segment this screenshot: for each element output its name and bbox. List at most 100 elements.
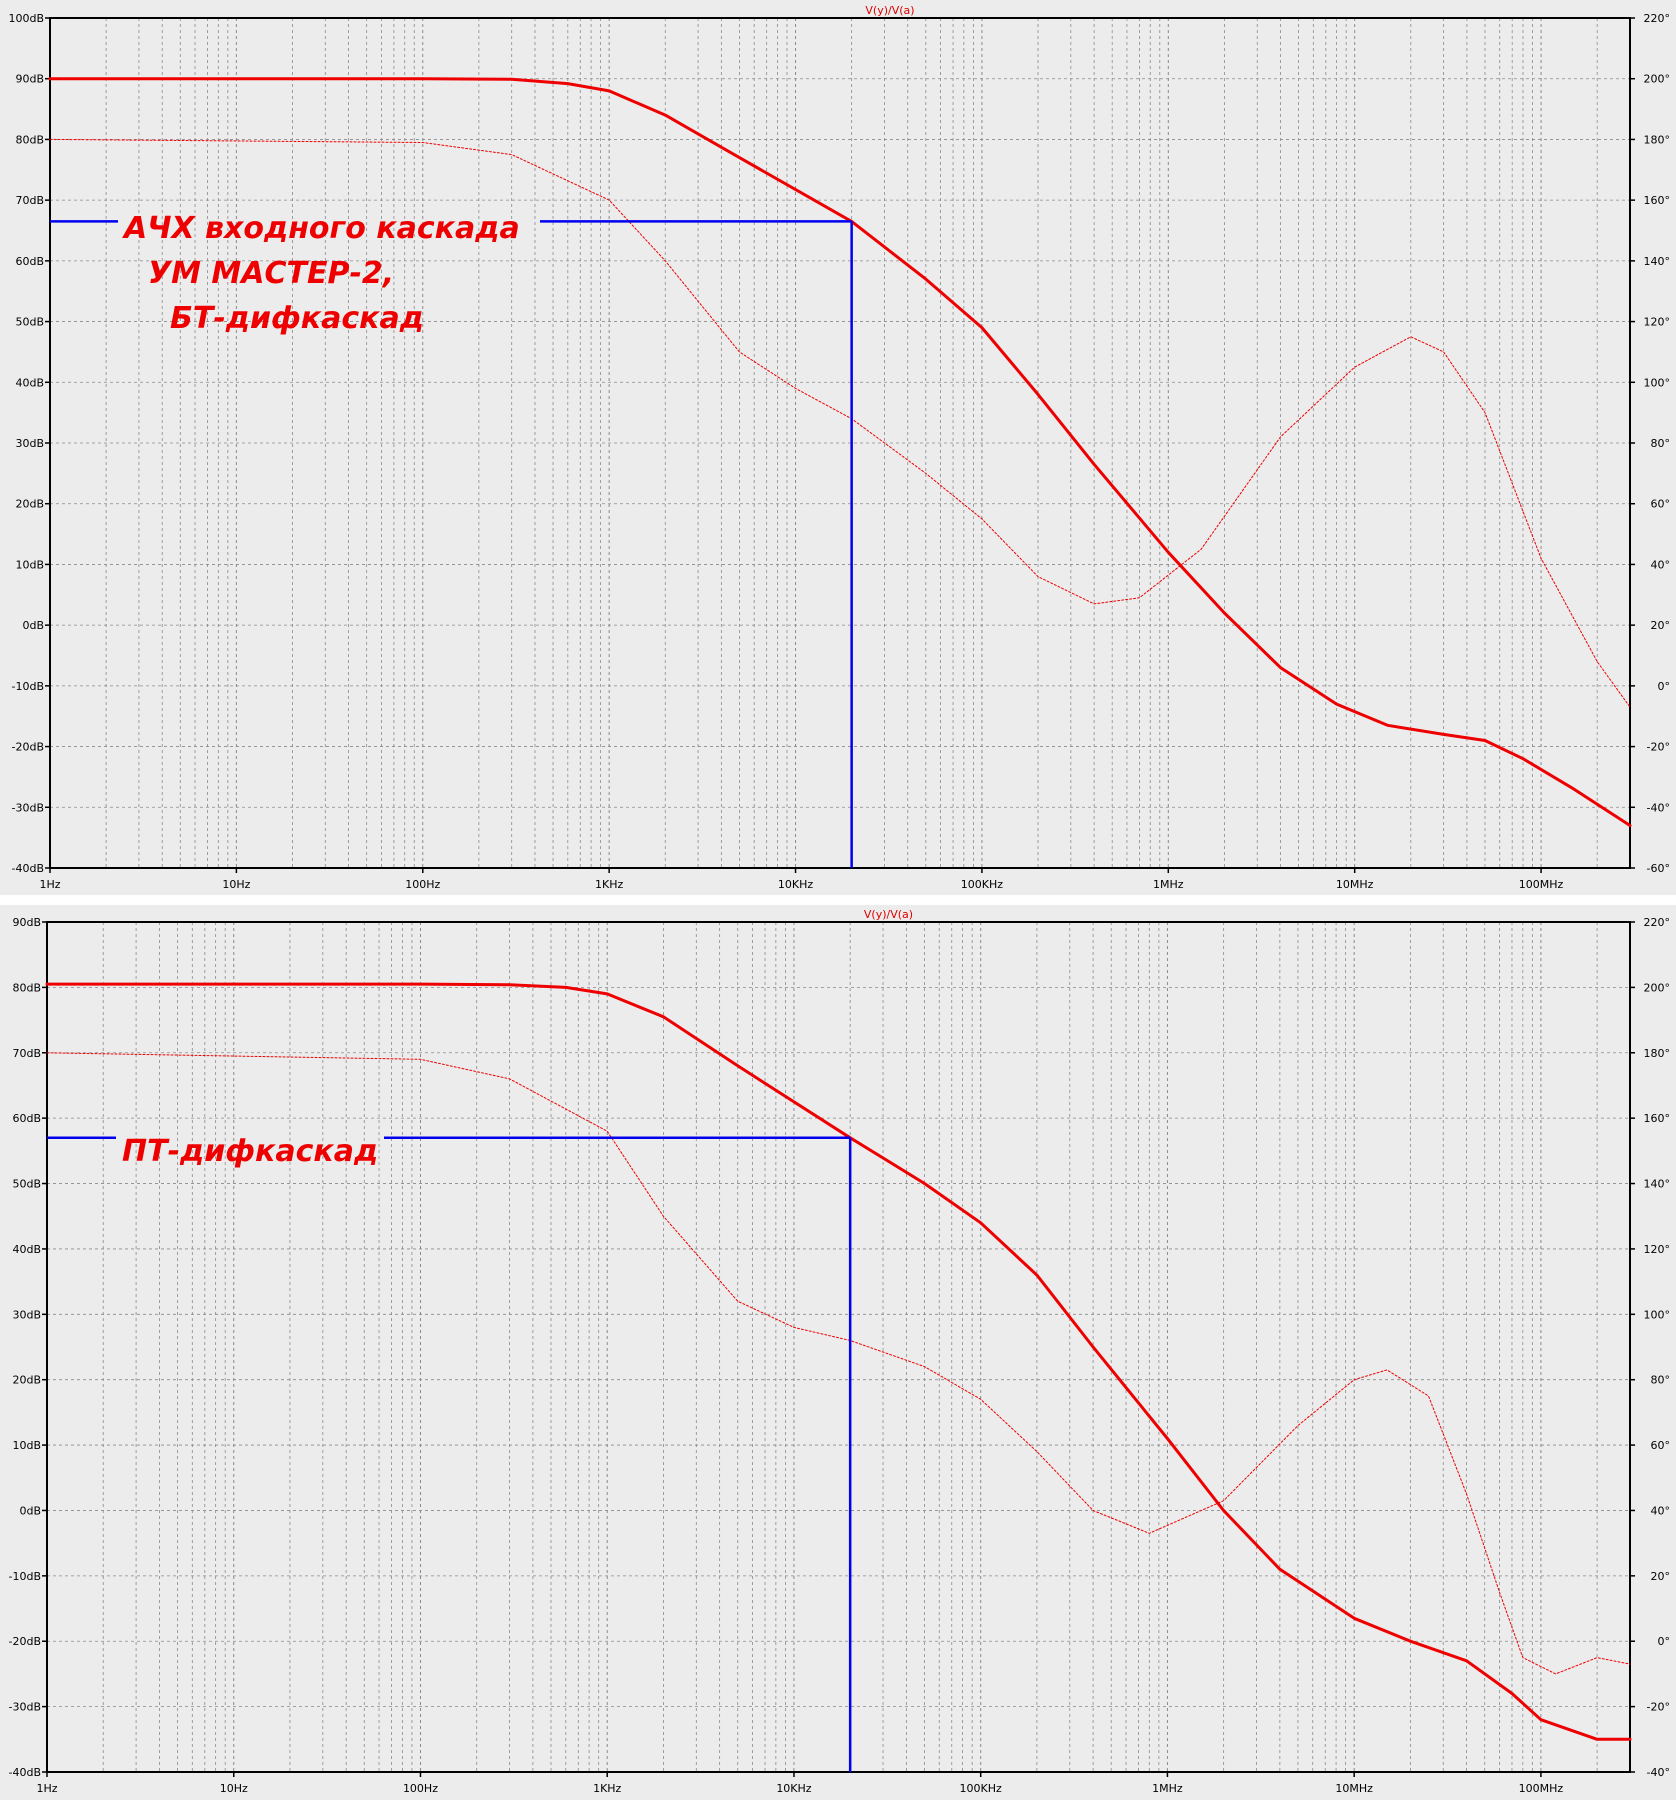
plot-frame xyxy=(46,921,1631,1773)
y-tick-label-right: 120° xyxy=(1644,1243,1671,1256)
y-tick-label-left: 40dB xyxy=(12,1243,41,1256)
y-tick-label-left: 10dB xyxy=(12,1439,41,1452)
y-tick-label-right: 80° xyxy=(1651,1374,1671,1387)
y-tick-label-right: 220° xyxy=(1644,12,1671,25)
chart-title: V(y)/V(a) xyxy=(865,4,914,17)
y-tick-label-right: 20° xyxy=(1651,1570,1671,1583)
annotation-text: УМ МАСТЕР-2, xyxy=(148,256,394,291)
y-tick-label-right: 160° xyxy=(1644,1112,1671,1125)
y-tick-label-left: 50dB xyxy=(15,316,44,329)
y-tick-label-right: 160° xyxy=(1644,194,1671,207)
y-tick-label-left: 80dB xyxy=(12,981,41,994)
y-tick-label-left: -30dB xyxy=(9,1701,42,1714)
y-axis-left: -40dB -30dB -20dB -10dB 0dB 10dB 20dB 30dB 40dB 5… xyxy=(9,916,47,1779)
y-tick-label-left: -20dB xyxy=(12,741,45,754)
x-axis: 1Hz 10Hz 100Hz 1KHz 10KHz 100KHz 1MHz 10MHz 100M… xyxy=(36,1772,1563,1795)
bode-plot-top: V(y)/V(a) -40dB -30dB -20dB -10dB 0dB 10dB 20dB… xyxy=(8,4,1670,891)
y-axis-right: -60° -40° -20° 0° 20° 40° 60° 80° 100° 120° 140° 16… xyxy=(1630,12,1670,875)
x-tick-label: 1MHz xyxy=(1152,1782,1183,1795)
y-tick-label-left: 100dB xyxy=(8,12,44,25)
y-tick-label-right: 0° xyxy=(1658,680,1671,693)
x-tick-label: 10Hz xyxy=(220,1782,248,1795)
y-tick-label-right: 180° xyxy=(1644,133,1671,146)
x-tick-label: 1Hz xyxy=(39,878,60,891)
y-axis-right: -40° -20° 0° 20° 40° 60° 80° 100° 120° 140° 160° 18… xyxy=(1630,916,1670,1779)
y-tick-label-right: -20° xyxy=(1647,741,1670,754)
y-tick-label-left: 90dB xyxy=(12,916,41,929)
x-tick-label: 100KHz xyxy=(961,878,1003,891)
x-tick-label: 1KHz xyxy=(595,878,623,891)
y-tick-label-left: 0dB xyxy=(19,1504,41,1517)
x-tick-label: 10MHz xyxy=(1336,878,1374,891)
phase-curve xyxy=(49,138,1631,708)
y-tick-label-right: 0° xyxy=(1658,1635,1671,1648)
magnitude-curve xyxy=(48,77,1632,827)
y-tick-label-right: 100° xyxy=(1644,1308,1671,1321)
grid xyxy=(50,18,1630,868)
y-tick-label-left: -10dB xyxy=(9,1570,42,1583)
y-tick-label-left: 20dB xyxy=(15,498,44,511)
y-tick-label-right: 80° xyxy=(1651,437,1671,450)
y-tick-label-left: -30dB xyxy=(12,801,45,814)
y-tick-label-right: -20° xyxy=(1647,1701,1670,1714)
y-tick-label-left: -40dB xyxy=(12,862,45,875)
bode-plot-bottom: V(y)/V(a) -40dB -30dB -20dB -10dB 0dB 10dB 20dB… xyxy=(9,908,1671,1795)
y-axis-left: -40dB -30dB -20dB -10dB 0dB 10dB 20dB 30dB 40dB 5… xyxy=(8,12,50,875)
magnitude-curve xyxy=(45,982,1632,1741)
y-tick-label-right: 40° xyxy=(1651,1504,1671,1517)
chart-panel-top: V(y)/V(a) -40dB -30dB -20dB -10dB 0dB 10dB 20dB… xyxy=(0,0,1676,895)
y-tick-label-left: 50dB xyxy=(12,1178,41,1191)
y-tick-label-left: 60dB xyxy=(12,1112,41,1125)
annotation-text: ПТ-дифкаскад xyxy=(122,1134,378,1169)
x-tick-label: 10Hz xyxy=(222,878,250,891)
y-tick-label-right: 120° xyxy=(1644,316,1671,329)
y-tick-label-right: -60° xyxy=(1647,862,1670,875)
x-tick-label: 10KHz xyxy=(778,878,813,891)
y-tick-label-left: 10dB xyxy=(15,558,44,571)
x-tick-label: 100Hz xyxy=(405,878,440,891)
grid xyxy=(47,922,1630,1772)
y-tick-label-left: 70dB xyxy=(12,1047,41,1060)
x-tick-label: 100MHz xyxy=(1519,878,1564,891)
phase-curve xyxy=(46,1052,1631,1675)
y-tick-label-left: 70dB xyxy=(15,194,44,207)
y-tick-label-left: 40dB xyxy=(15,376,44,389)
x-tick-label: 1KHz xyxy=(593,1782,621,1795)
annotation-text: БТ-дифкаскад xyxy=(170,301,424,336)
y-tick-label-right: 100° xyxy=(1644,376,1671,389)
x-tick-label: 100MHz xyxy=(1519,1782,1564,1795)
y-tick-label-left: -10dB xyxy=(12,680,45,693)
cursor-marker xyxy=(50,220,853,868)
y-tick-label-left: -40dB xyxy=(9,1766,42,1779)
y-tick-label-left: 30dB xyxy=(12,1308,41,1321)
x-tick-label: 1Hz xyxy=(36,1782,57,1795)
y-tick-label-right: 60° xyxy=(1651,498,1671,511)
y-tick-label-left: 80dB xyxy=(15,133,44,146)
y-tick-label-left: 20dB xyxy=(12,1374,41,1387)
x-tick-label: 10MHz xyxy=(1335,1782,1373,1795)
y-tick-label-right: 220° xyxy=(1644,916,1671,929)
y-tick-label-left: 0dB xyxy=(22,619,44,632)
chart-title: V(y)/V(a) xyxy=(864,908,913,921)
y-tick-label-right: 60° xyxy=(1651,1439,1671,1452)
y-tick-label-right: -40° xyxy=(1647,801,1670,814)
y-tick-label-right: 140° xyxy=(1644,255,1671,268)
x-tick-label: 10KHz xyxy=(776,1782,811,1795)
annotation-text: АЧХ входного каскада xyxy=(122,211,520,246)
y-tick-label-right: 200° xyxy=(1644,73,1671,86)
y-tick-label-left: 60dB xyxy=(15,255,44,268)
y-tick-label-right: 180° xyxy=(1644,1047,1671,1060)
y-tick-label-right: 140° xyxy=(1644,1178,1671,1191)
y-tick-label-left: 30dB xyxy=(15,437,44,450)
y-tick-label-right: 20° xyxy=(1651,619,1671,632)
y-tick-label-right: 40° xyxy=(1651,558,1671,571)
y-tick-label-right: -40° xyxy=(1647,1766,1670,1779)
x-axis: 1Hz 10Hz 100Hz 1KHz 10KHz 100KHz 1MHz 10MHz 100M… xyxy=(39,868,1564,891)
cursor-marker xyxy=(47,1136,852,1772)
x-tick-label: 1MHz xyxy=(1153,878,1184,891)
x-tick-label: 100KHz xyxy=(960,1782,1002,1795)
y-tick-label-left: 90dB xyxy=(15,73,44,86)
x-tick-label: 100Hz xyxy=(403,1782,438,1795)
chart-panel-bottom: V(y)/V(a) -40dB -30dB -20dB -10dB 0dB 10dB 20dB… xyxy=(0,905,1676,1800)
y-tick-label-left: -20dB xyxy=(9,1635,42,1648)
